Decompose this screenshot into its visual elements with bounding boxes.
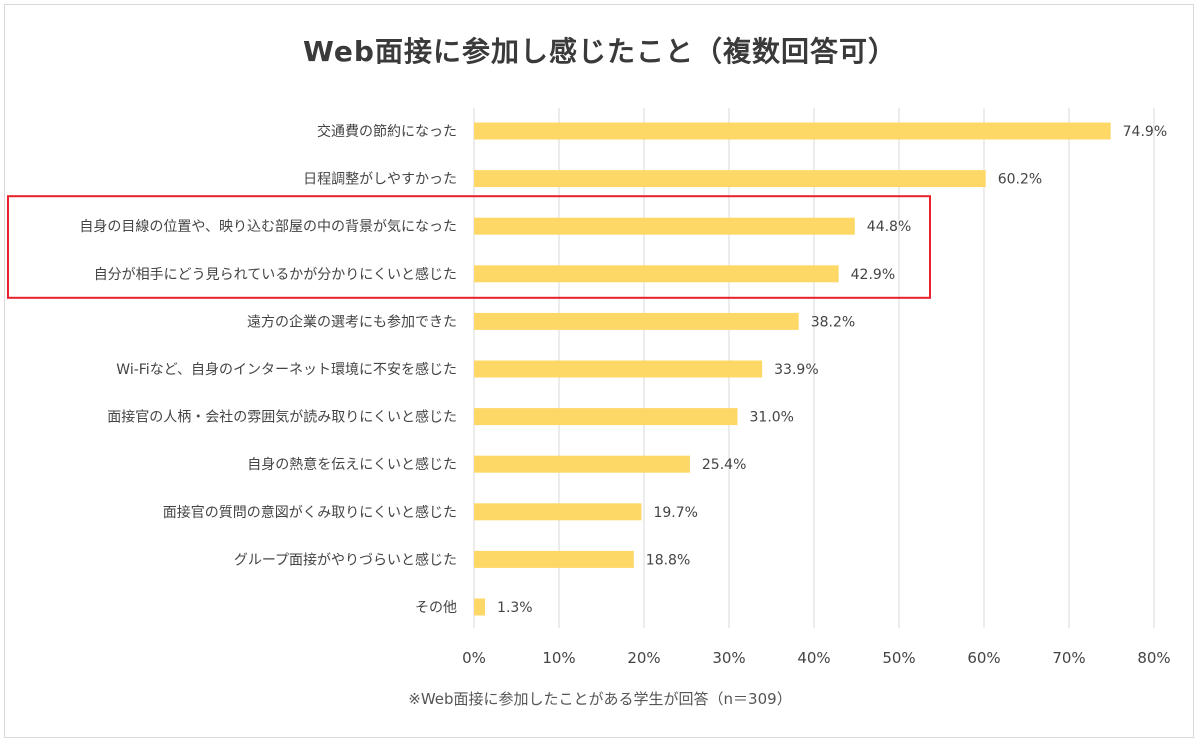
value-label: 31.0%: [750, 410, 794, 426]
x-tick-label: 30%: [712, 649, 745, 667]
x-tick-label: 80%: [1137, 649, 1170, 667]
bar: [474, 360, 763, 378]
value-label: 38.2%: [811, 314, 855, 330]
bar: [474, 122, 1111, 140]
category-label: 日程調整がしやすかった: [303, 172, 457, 188]
bar: [474, 503, 642, 521]
x-tick-label: 20%: [627, 649, 660, 667]
category-label: 交通費の節約になった: [317, 123, 457, 140]
value-label: 74.9%: [1123, 124, 1167, 140]
x-tick-label: 50%: [882, 649, 915, 667]
bar: [474, 455, 690, 473]
x-tick-label: 0%: [462, 649, 486, 667]
bar: [474, 170, 986, 188]
category-label: 自身の熱意を伝えにくいと感じた: [247, 456, 457, 473]
value-label: 60.2%: [998, 172, 1042, 188]
category-label: 遠方の企業の選考にも参加できた: [247, 313, 457, 330]
category-label: 自分が相手にどう見られているかが分かりにくいと感じた: [94, 266, 457, 283]
category-label: その他: [415, 600, 457, 616]
bar: [474, 265, 839, 283]
bar: [474, 408, 738, 426]
value-label: 44.8%: [867, 219, 911, 235]
x-tick-label: 40%: [797, 649, 830, 667]
category-label: 自身の目線の位置や、映り込む部屋の中の背景が気になった: [79, 219, 457, 235]
x-tick-label: 60%: [967, 649, 1000, 667]
highlight-box: [7, 195, 931, 299]
value-label: 1.3%: [497, 600, 533, 616]
bar: [474, 598, 486, 616]
x-tick-label: 70%: [1052, 649, 1085, 667]
category-label: 面接官の質問の意図がくみ取りにくいと感じた: [163, 504, 457, 521]
bar: [474, 217, 855, 235]
chart-title: Web面接に参加し感じたこと（複数回答可）: [303, 35, 897, 68]
value-label: 33.9%: [774, 362, 818, 378]
category-label: Wi-Fiなど、自身のインターネット環境に不安を感じた: [116, 361, 457, 378]
bar: [474, 312, 799, 330]
value-label: 42.9%: [851, 267, 895, 283]
chart-footnote: ※Web面接に参加したことがある学生が回答（n＝309）: [408, 690, 792, 708]
category-label: グループ面接がやりづらいと感じた: [234, 551, 457, 568]
x-tick-label: 10%: [542, 649, 575, 667]
bar: [474, 550, 634, 568]
value-label: 18.8%: [646, 552, 690, 568]
value-label: 25.4%: [702, 457, 746, 473]
value-label: 19.7%: [653, 505, 697, 521]
category-label: 面接官の人柄・会社の雰囲気が読み取りにくいと感じた: [107, 409, 457, 426]
